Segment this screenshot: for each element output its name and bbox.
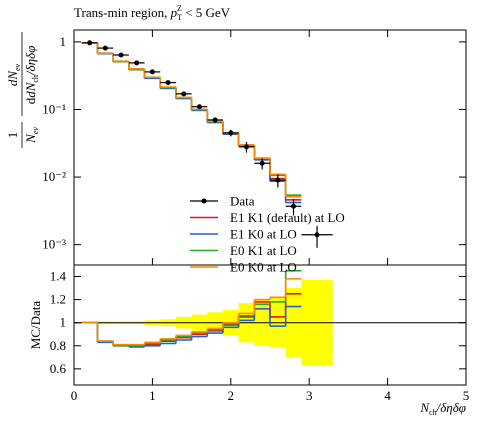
legend-label: E0 K1 at LO	[230, 243, 297, 258]
x-tick-label: 4	[384, 388, 391, 403]
data-point	[275, 177, 281, 183]
y-tick-label: 10⁻²	[42, 169, 66, 184]
y-tick-label: 0.6	[50, 361, 67, 376]
legend-marker	[201, 198, 207, 204]
data-point	[165, 80, 171, 86]
title-sup: Z	[177, 4, 182, 13]
ratio-y-label: MC/Data	[28, 301, 43, 350]
y-tick-label: 1	[60, 34, 67, 49]
y-label: 1 Nev dNev ddNch/δηδφ	[5, 32, 40, 148]
y-label-part: ddNch/δηδφ	[23, 46, 40, 105]
y-label-part: ev	[31, 127, 40, 135]
data-point	[87, 40, 93, 46]
title-rest: < 5 GeV	[182, 5, 231, 20]
x-label-part: ch	[429, 408, 437, 417]
y-tick-label: 10⁻³	[42, 237, 66, 252]
x-tick-label: 3	[306, 388, 313, 403]
title-text: Trans-min region,	[74, 5, 171, 20]
y-tick-label: 1.4	[50, 269, 67, 284]
data-point	[228, 130, 234, 136]
y-tick-label: 0.8	[50, 338, 66, 353]
x-tick-label: 2	[228, 388, 235, 403]
ratio-plot	[74, 269, 466, 366]
main-plot	[81, 40, 333, 248]
data-point	[259, 160, 265, 166]
legend-label: Data	[230, 194, 255, 209]
data-point	[118, 52, 124, 58]
data-point	[212, 117, 218, 123]
y-tick-label: 1.2	[50, 292, 66, 307]
y-tick-label: 1	[60, 315, 67, 330]
axes: 1 10⁻¹ 10⁻² 10⁻³ 0.6 0.8 1 1.2 1.4 0 1 2 3 4 5	[42, 30, 469, 403]
y-tick-label: 10⁻¹	[42, 101, 66, 116]
data-point	[196, 104, 202, 110]
data-point	[181, 91, 187, 97]
y-label-part: ev	[13, 63, 22, 71]
data-point	[291, 203, 297, 209]
y-label-part: ch	[31, 75, 40, 83]
y-label-part: /δηδφ	[23, 46, 38, 76]
x-tick-label: 0	[71, 388, 78, 403]
y-label-part: dN	[5, 70, 20, 87]
y-label-part: N	[23, 133, 38, 144]
data-point	[134, 60, 140, 66]
x-label-part: /δηδφ	[436, 400, 466, 415]
y-label-part: 1	[5, 132, 20, 139]
title-sub: T	[177, 13, 182, 22]
chart-title: Trans-min region, pTZ < 5 GeV	[74, 4, 231, 22]
data-point	[102, 45, 108, 51]
legend-label: E0 K0 at LO	[230, 260, 297, 275]
data-point	[314, 232, 320, 238]
data-point	[149, 69, 155, 75]
x-label: Nch/δηδφ	[419, 400, 466, 417]
legend-label: E1 K0 at LO	[230, 227, 297, 242]
ratio-frame	[73, 264, 467, 386]
x-label-part: N	[419, 400, 430, 415]
y-label-part: Nev	[23, 127, 40, 144]
x-tick-label: 5	[463, 388, 470, 403]
title-var: p	[170, 5, 178, 20]
legend-label: E1 K1 (default) at LO	[230, 210, 345, 225]
x-tick-label: 1	[149, 388, 156, 403]
y-label-part: dNev	[5, 63, 22, 86]
y-label-part: dN	[23, 81, 38, 98]
data-point	[243, 144, 249, 150]
